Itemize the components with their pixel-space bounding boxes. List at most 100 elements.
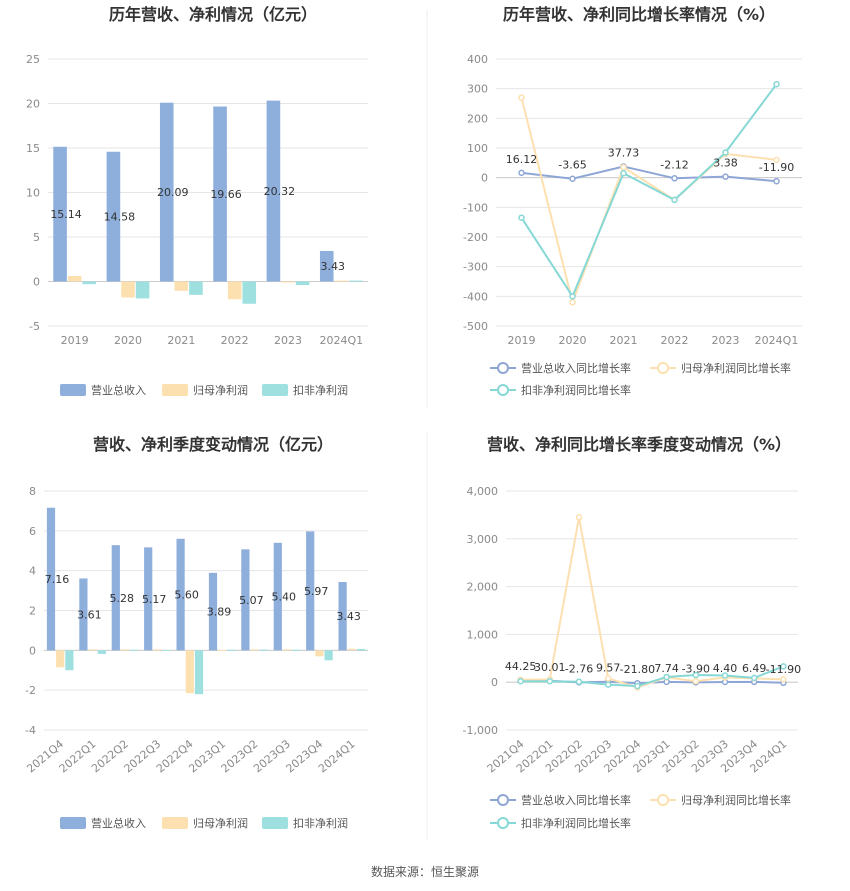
data-label: -2.76 [565,662,593,675]
series-point [569,293,576,300]
bar [159,102,174,282]
series-point [620,164,627,171]
chart-title: 营收、净利同比增长率季度变动情况（%） [487,435,791,454]
series-point [517,677,524,685]
y-tick-label: 25 [26,53,40,66]
x-tick-label: 2022 [661,334,689,347]
data-label: 30.01 [534,661,566,674]
series-point [692,671,700,679]
legend-label: 归母净利润同比增长率 [681,361,791,375]
bar [349,280,363,282]
y-tick-label: 4 [29,565,36,578]
x-tick-label: 2023 [274,334,302,347]
y-tick-label: -2 [25,684,36,697]
series-point [518,94,525,101]
data-label: 37.73 [608,146,640,159]
series-point [692,677,700,685]
bar [295,281,310,286]
legend-label: 营业总收入 [91,383,146,397]
y-tick-label: -300 [463,261,488,274]
panel-annual-growth: 历年营收、净利同比增长率情况（%） -500 -400 -300 -200 -100 0 10… [463,5,802,397]
x-tick-label: 2024Q1 [320,334,364,347]
bar [242,281,257,304]
series-line [520,97,777,306]
bar [315,650,324,657]
series-point [575,514,583,521]
series-point [722,149,729,156]
y-tick-label: -400 [463,290,488,303]
legend-swatch [657,794,669,806]
bar [162,649,171,651]
data-label: 3.43 [336,610,361,623]
bar [213,106,227,282]
series-line [520,83,778,299]
bar [121,281,135,298]
series-point [575,678,583,685]
x-tick-label: 2024Q1 [755,334,799,347]
bar [135,281,150,299]
data-label: 20.32 [264,185,296,198]
series-line [520,665,784,688]
series-point [780,676,787,683]
y-tick-label: 8 [29,485,36,498]
bar [106,151,121,282]
legend-swatch [497,794,509,806]
series-point [518,169,525,177]
bar [347,648,356,651]
bar [56,650,65,668]
data-label: -3.65 [558,159,586,172]
panel-quarterly-amount: 营收、净利季度变动情况（亿元）-4-2024682021Q42022Q12022… [24,435,368,830]
y-tick-label: -100 [463,201,488,214]
legend-label: 归母净利润 [193,816,248,830]
x-tick-label: 2019 [508,334,536,347]
series-point [750,674,758,682]
data-label: 16.12 [506,153,538,166]
y-tick-label: 300 [467,83,488,96]
data-label: -3.90 [682,662,710,675]
y-tick-label: 15 [26,142,40,155]
legend-swatch [262,384,288,396]
bar [46,507,56,651]
series-point [773,177,780,185]
bar [79,578,88,651]
data-label: 7.16 [45,573,70,586]
legend-label: 扣非净利润 [293,383,348,397]
bar [241,549,250,651]
x-tick-label: 2022 [221,334,249,347]
series-point [569,175,576,182]
chart-title: 历年营收、净利同比增长率情况（%） [503,5,775,24]
bar [189,281,203,295]
legend-label: 扣非净利润同比增长率 [521,383,631,397]
data-label: 3.43 [320,260,345,273]
bar [250,649,259,651]
data-label: 5.97 [304,585,329,598]
series-point [604,681,612,688]
bar [306,531,315,651]
bar [153,649,162,651]
data-label: 5.17 [142,593,167,606]
bar [273,542,282,651]
bar [334,280,349,282]
data-label: 6.49 [742,662,767,675]
legend-label: 归母净利润 [193,383,248,397]
y-tick-label: -500 [463,320,488,333]
series-point [546,677,554,685]
series-point [721,672,729,679]
series-point [620,169,627,177]
source-note: 数据来源：恒生聚源 [371,864,479,879]
bar [282,649,292,651]
x-tick-label: 2023 [712,334,740,347]
data-label: 44.25 [505,660,537,673]
legend-label: 营业总收入同比增长率 [521,793,631,807]
data-label: 4.40 [713,662,738,675]
bar [120,649,130,651]
legend-swatch [162,384,188,396]
y-tick-label: 10 [26,187,40,200]
y-tick-label: -4 [25,724,36,737]
bar [67,275,82,282]
bar [281,281,295,283]
x-tick-label: 2021 [167,334,195,347]
bar [111,545,120,651]
panel-annual-amount: 历年营收、净利情况（亿元） -5 0 5 10 15 20 25 2019 2020 2021 202… [26,5,368,397]
bar [97,650,106,654]
